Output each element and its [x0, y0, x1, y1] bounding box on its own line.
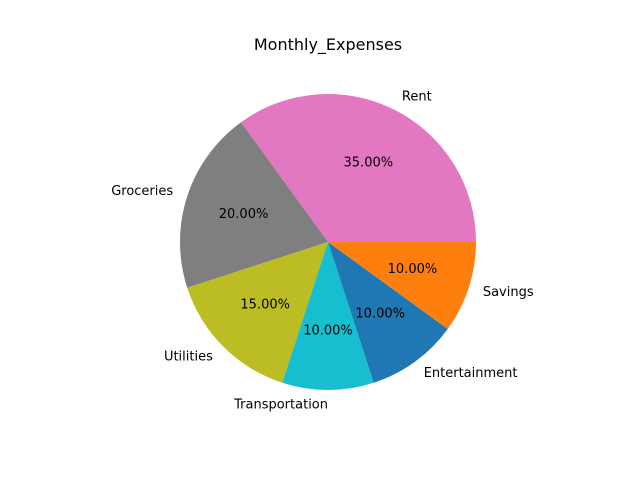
- slice-label-groceries: Groceries: [111, 184, 173, 199]
- percent-label-groceries: 20.00%: [219, 207, 269, 222]
- percent-label-rent: 35.00%: [344, 155, 394, 170]
- pie-slice-groceries: [179, 122, 328, 288]
- pie-slice-rent: [241, 94, 476, 243]
- slice-label-entertainment: Entertainment: [424, 366, 518, 381]
- pie-slice-entertainment: [328, 242, 448, 383]
- slice-label-savings: Savings: [483, 285, 534, 300]
- pie-slice-savings: [328, 242, 476, 329]
- slice-label-utilities: Utilities: [164, 350, 213, 365]
- slice-label-transportation: Transportation: [233, 397, 328, 412]
- pie-slice-utilities: [187, 242, 328, 383]
- percent-label-transportation: 10.00%: [303, 323, 353, 338]
- pie-slice-labels: Rent Groceries Utilities Transportation Ente…: [111, 89, 534, 412]
- pie-slice-transportation: [282, 242, 374, 391]
- slice-label-rent: Rent: [402, 89, 432, 104]
- percent-label-savings: 10.00%: [388, 262, 438, 277]
- pie-slices: [179, 94, 476, 391]
- chart-title: Monthly_Expenses: [254, 35, 402, 55]
- percent-label-entertainment: 10.00%: [355, 306, 405, 321]
- pie-percent-labels: 35.00%20.00%15.00%10.00%10.00%10.00%: [219, 155, 437, 338]
- percent-label-utilities: 15.00%: [240, 297, 290, 312]
